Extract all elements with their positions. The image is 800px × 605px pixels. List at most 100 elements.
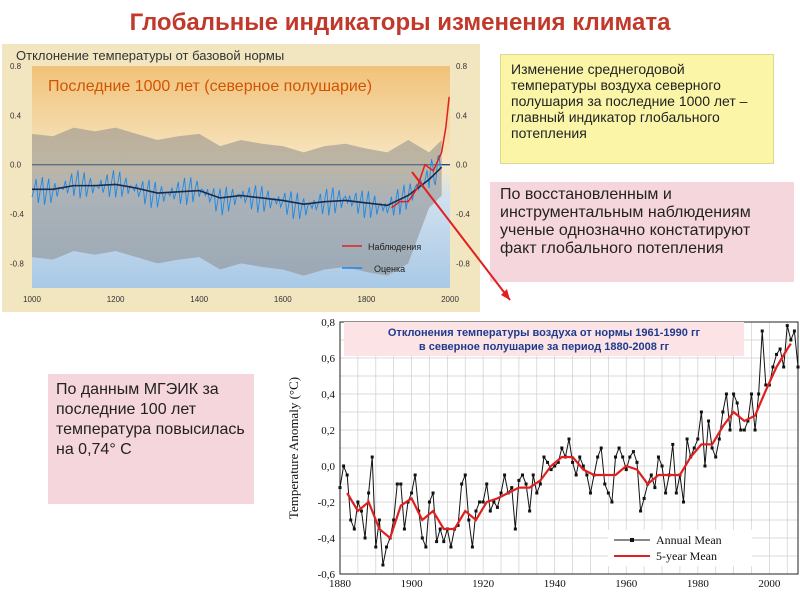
series-annual-mean (339, 325, 799, 566)
chart2-title-box (344, 322, 744, 356)
annual-point (732, 392, 736, 396)
annual-point (488, 509, 492, 513)
x-tick: 1940 (544, 578, 567, 590)
y-tick-right: -0.8 (456, 259, 470, 268)
annual-point (481, 500, 485, 504)
annual-point (435, 540, 439, 544)
annual-point (588, 491, 592, 495)
arrow-line (411, 171, 511, 301)
y-tick: -0,4 (318, 533, 336, 545)
annual-point (721, 410, 725, 414)
x-tick: 1000 (23, 295, 41, 304)
annual-point (463, 473, 467, 477)
annual-point (571, 460, 575, 464)
annual-point (707, 419, 711, 423)
annual-point (610, 500, 614, 504)
legend-label-estimate: Оценка (374, 264, 405, 274)
y-tick: 0,0 (321, 461, 335, 473)
annual-point (567, 437, 571, 441)
annual-point (585, 473, 589, 477)
annual-point (599, 446, 603, 450)
annual-point (703, 464, 707, 468)
annual-point (714, 455, 718, 459)
annual-point (639, 509, 643, 513)
annual-point (424, 545, 428, 549)
annual-point (653, 486, 657, 490)
annual-point (710, 446, 714, 450)
annual-point (442, 540, 446, 544)
y-tick: 0,2 (321, 425, 335, 437)
annual-point (603, 482, 607, 486)
annual-point (495, 505, 499, 509)
annual-point (642, 496, 646, 500)
annual-point (460, 482, 464, 486)
annual-point (717, 437, 721, 441)
annual-point (392, 518, 396, 522)
annual-point (760, 329, 764, 333)
annual-point (492, 500, 496, 504)
uncertainty-band (32, 127, 442, 276)
annual-point (556, 460, 560, 464)
annual-point (631, 450, 635, 454)
y-tick-right: 0.4 (456, 111, 468, 120)
note-yellow: Изменение среднегодовой температуры возд… (500, 54, 774, 164)
annual-point (349, 518, 353, 522)
legend-marker-annual (630, 538, 634, 542)
y-tick-left: -0.4 (10, 210, 24, 219)
legend-label-annual: Annual Mean (656, 533, 722, 547)
annual-point (520, 473, 524, 477)
annual-point (338, 486, 342, 490)
annual-point (478, 500, 482, 504)
annual-point (431, 491, 435, 495)
annual-point (696, 437, 700, 441)
y-tick: -0,6 (318, 569, 336, 581)
annual-point (739, 428, 743, 432)
annual-point (517, 478, 521, 482)
x-tick: 1880 (329, 578, 352, 590)
y-tick-left: 0.4 (10, 111, 22, 120)
annual-point (470, 545, 474, 549)
x-tick: 1600 (274, 295, 292, 304)
annual-point (427, 500, 431, 504)
annual-point (474, 509, 478, 513)
x-tick: 1960 (615, 578, 638, 590)
annual-point (352, 527, 356, 531)
annual-point (377, 518, 381, 522)
annual-point (664, 491, 668, 495)
millennium-chart: Отклонение температуры от базовой нормы П… (10, 48, 470, 304)
annual-point (395, 482, 399, 486)
annual-point (792, 329, 796, 333)
annual-point (363, 536, 367, 540)
annual-point (724, 392, 728, 396)
annual-point (692, 446, 696, 450)
annual-point (513, 527, 517, 531)
annual-point (438, 527, 442, 531)
arrow-head (501, 289, 510, 300)
annual-point (467, 518, 471, 522)
annual-point (753, 428, 757, 432)
x-tick: 1980 (687, 578, 710, 590)
legend-box (608, 530, 752, 566)
annual-point (410, 491, 414, 495)
chart1-title: Отклонение температуры от базовой нормы (16, 48, 284, 63)
annual-point (746, 419, 750, 423)
annual-point (764, 383, 768, 387)
annual-point (531, 473, 535, 477)
legend-label-five-year: 5-year Mean (656, 549, 717, 563)
annual-point (342, 464, 346, 468)
annual-point (671, 442, 675, 446)
annual-point (771, 365, 775, 369)
annual-point (456, 523, 460, 527)
annual-point (660, 464, 664, 468)
y-tick: 0,4 (321, 389, 335, 401)
note-pink-right: По восстановленным и инструментальным на… (490, 182, 794, 282)
annual-point (596, 455, 600, 459)
y-tick: 0,6 (321, 353, 335, 365)
y-axis-label: Temperature Anomaly (°C) (286, 377, 301, 519)
annual-point (628, 455, 632, 459)
y-tick-right: 0.8 (456, 62, 468, 71)
annual-point (789, 338, 793, 342)
series-five-year-mean (346, 342, 792, 540)
annual-point (345, 473, 349, 477)
